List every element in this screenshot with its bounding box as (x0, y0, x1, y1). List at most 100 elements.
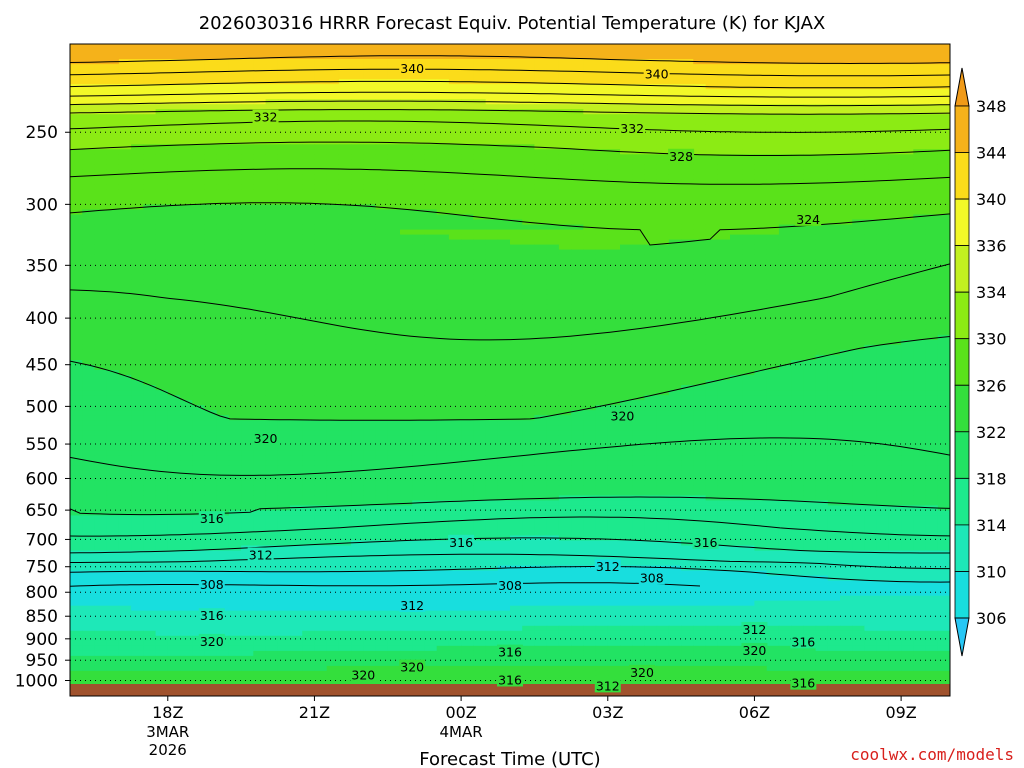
band-cell (302, 344, 315, 351)
band-cell (351, 154, 364, 160)
band-cell (155, 304, 169, 311)
band-cell (400, 194, 413, 201)
band-cell (717, 279, 731, 286)
band-cell (815, 69, 829, 75)
band-cell (485, 264, 499, 271)
band-cell (118, 69, 132, 75)
band-cell (473, 375, 487, 381)
band-cell (778, 249, 792, 256)
band-cell (803, 69, 817, 75)
band-cell (693, 380, 707, 386)
band-cell (485, 244, 499, 251)
band-cell (522, 104, 535, 110)
band-cell (400, 214, 413, 221)
band-cell (766, 114, 780, 120)
band-cell (192, 54, 205, 60)
band-cell (937, 199, 950, 206)
band-cell (192, 385, 205, 391)
band-cell (815, 349, 829, 356)
band-cell (754, 174, 768, 180)
band-cell (118, 314, 132, 321)
band-cell (351, 49, 364, 55)
band-cell (216, 79, 230, 85)
band-cell (901, 164, 914, 170)
band-cell (754, 269, 768, 276)
band-cell (400, 109, 413, 115)
band-cell (778, 109, 792, 115)
band-cell (497, 144, 511, 150)
band-cell (668, 249, 682, 256)
band-cell (705, 370, 719, 376)
band-cell (632, 184, 645, 190)
band-cell (118, 244, 132, 251)
band-cell (228, 319, 242, 326)
band-cell (167, 134, 181, 140)
band-cell (778, 114, 792, 120)
band-cell (620, 134, 633, 140)
band-cell (228, 229, 242, 236)
band-cell (326, 274, 340, 281)
band-cell (754, 149, 768, 155)
band-cell (558, 274, 572, 281)
band-cell (583, 244, 597, 251)
band-cell (534, 249, 548, 256)
band-cell (106, 390, 120, 396)
band-cell (387, 189, 401, 195)
band-cell (485, 299, 499, 306)
band-cell (70, 109, 83, 115)
band-cell (937, 234, 950, 241)
band-cell (436, 54, 450, 60)
band-cell (387, 129, 401, 135)
band-cell (888, 349, 902, 356)
band-cell (180, 219, 193, 226)
band-cell (216, 355, 230, 361)
band-cell (595, 54, 609, 60)
band-cell (131, 349, 144, 356)
band-cell (180, 109, 193, 115)
band-cell (485, 360, 499, 366)
band-cell (143, 184, 157, 190)
band-cell (314, 380, 328, 386)
band-cell (864, 339, 878, 346)
band-cell (742, 299, 755, 306)
band-cell (607, 84, 621, 90)
band-cell (864, 360, 878, 366)
band-cell (558, 204, 572, 211)
band-cell (326, 154, 340, 160)
band-cell (436, 224, 450, 231)
band-cell (241, 304, 254, 311)
band-cell (730, 259, 743, 266)
band-cell (571, 119, 584, 125)
band-cell (106, 64, 120, 70)
band-cell (693, 224, 707, 231)
band-cell (253, 289, 267, 296)
band-cell (363, 134, 377, 140)
band-cell (778, 224, 792, 231)
band-cell (326, 89, 340, 95)
band-cell (131, 234, 144, 241)
band-cell (473, 254, 487, 261)
band-cell (534, 54, 548, 60)
band-cell (583, 360, 597, 366)
band-cell (510, 79, 523, 85)
band-cell (668, 84, 682, 90)
band-cell (864, 234, 878, 241)
band-cell (717, 329, 731, 336)
band-cell (901, 234, 914, 241)
band-cell (925, 294, 939, 301)
band-cell (424, 249, 438, 256)
band-cell (265, 214, 279, 221)
band-cell (400, 154, 413, 160)
band-cell (888, 134, 902, 140)
band-cell (241, 184, 254, 190)
band-cell (277, 259, 291, 266)
band-cell (461, 49, 474, 55)
band-cell (473, 289, 487, 296)
band-cell (106, 324, 120, 331)
band-cell (888, 189, 902, 195)
band-cell (461, 179, 474, 185)
band-cell (448, 289, 462, 296)
band-cell (742, 204, 755, 211)
band-cell (840, 69, 853, 75)
band-cell (840, 44, 853, 50)
